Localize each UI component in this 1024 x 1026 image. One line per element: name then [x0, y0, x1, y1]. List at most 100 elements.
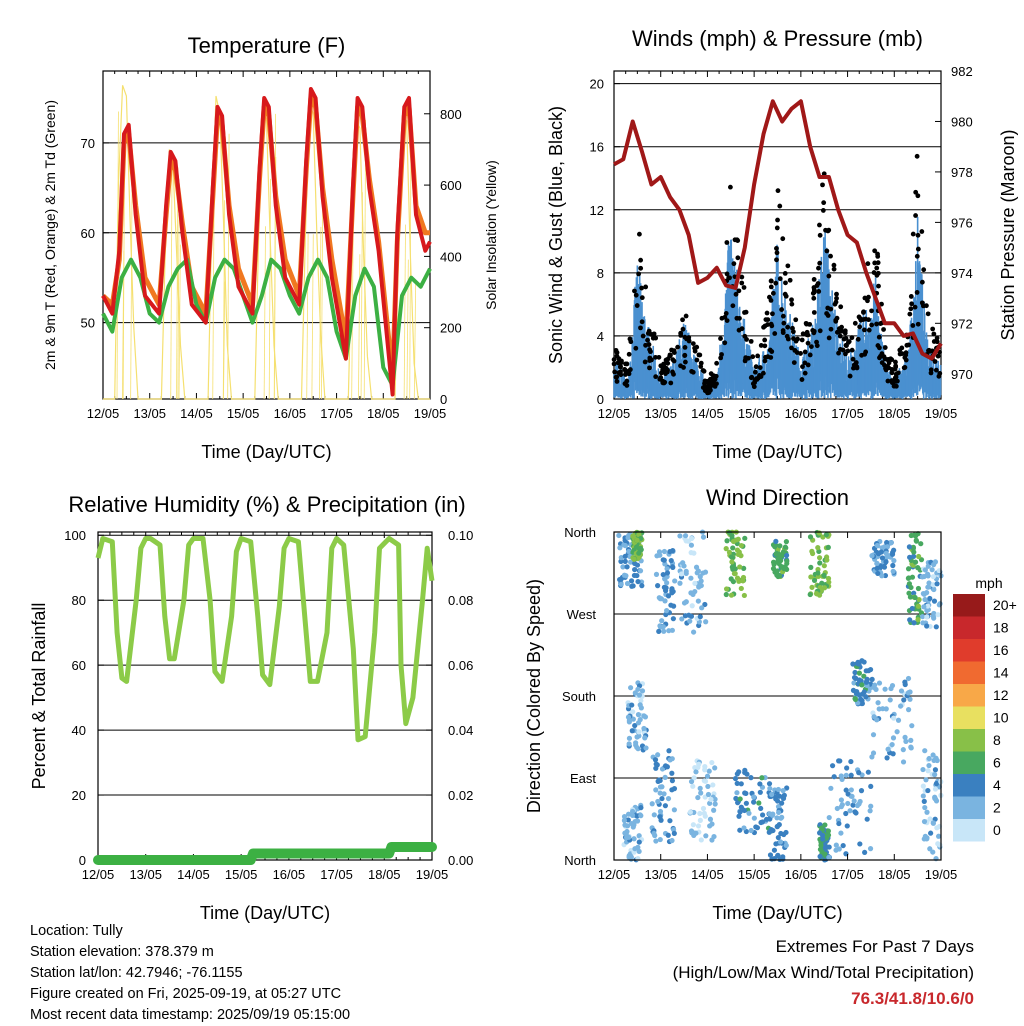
direction-point	[693, 564, 700, 570]
gust-point	[789, 297, 794, 303]
direction-point	[869, 553, 875, 559]
direction-ytick-label: West	[567, 607, 597, 622]
direction-point	[819, 826, 825, 832]
gust-point	[780, 236, 786, 242]
direction-point	[635, 844, 641, 850]
direction-point	[906, 581, 913, 587]
direction-point	[697, 574, 703, 580]
direction-point	[775, 834, 781, 841]
direction-point	[924, 835, 930, 841]
direction-point	[881, 564, 888, 570]
gust-point	[741, 285, 747, 290]
gust-point	[639, 285, 645, 291]
direction-point	[900, 747, 906, 753]
direction-point	[738, 553, 744, 559]
direction-point	[683, 538, 689, 544]
direction-point	[919, 574, 925, 580]
gust-point	[908, 294, 914, 299]
direction-point	[666, 748, 672, 754]
gust-point	[618, 360, 624, 365]
speed-legend-label: 14	[993, 665, 1009, 681]
direction-xtick-label: 14/05	[691, 867, 724, 882]
direction-point	[922, 596, 928, 603]
gust-point	[755, 353, 761, 359]
gust-point	[893, 374, 899, 380]
direction-point	[889, 741, 895, 748]
gust-point	[919, 229, 925, 234]
direction-point	[903, 738, 909, 745]
direction-point	[634, 734, 640, 740]
direction-point	[655, 752, 661, 758]
gust-point	[748, 338, 754, 344]
direction-point	[733, 537, 740, 543]
gust-point	[682, 344, 688, 350]
gust-point	[712, 383, 718, 389]
direction-point	[888, 685, 894, 692]
gust-point	[891, 383, 897, 389]
direction-point	[852, 669, 858, 676]
direction-point	[907, 594, 914, 600]
direction-point	[771, 561, 777, 567]
direction-point	[668, 557, 674, 564]
direction-point	[723, 586, 730, 592]
gust-point	[698, 364, 704, 369]
direction-point	[687, 809, 693, 815]
gust-point	[897, 347, 903, 353]
direction-point	[683, 599, 689, 605]
direction-point	[733, 795, 739, 802]
winds-ytick-label: 0	[597, 392, 604, 407]
temperature-y2tick-label: 600	[440, 178, 462, 193]
humidity-frame	[97, 531, 433, 861]
direction-point	[688, 550, 694, 556]
direction-point	[732, 570, 738, 577]
direction-point	[666, 628, 672, 634]
gust-point	[810, 327, 816, 333]
direction-point	[665, 832, 671, 838]
gust-point	[834, 291, 839, 297]
direction-point	[848, 758, 854, 765]
direction-point	[711, 807, 717, 813]
gust-point	[626, 371, 632, 377]
temperature-ytick-label: 70	[81, 136, 95, 151]
direction-point	[751, 799, 757, 805]
gust-point	[675, 344, 681, 350]
direction-point	[838, 830, 844, 836]
direction-point	[909, 723, 915, 729]
direction-point	[625, 817, 631, 823]
direction-xtick-label: 13/05	[644, 867, 677, 882]
direction-point	[708, 796, 714, 802]
direction-point	[635, 720, 642, 726]
gust-point	[643, 284, 649, 290]
direction-point	[689, 603, 695, 609]
direction-point	[821, 572, 827, 578]
direction-point	[759, 819, 766, 825]
direction-point	[825, 828, 831, 834]
direction-point	[916, 596, 922, 603]
winds-y2tick-label: 978	[951, 165, 973, 180]
gust-point	[724, 240, 730, 245]
direction-point	[698, 578, 704, 584]
gust-point	[770, 311, 775, 317]
direction-point	[660, 624, 666, 630]
direction-point	[655, 798, 661, 805]
gust-point	[707, 380, 713, 385]
direction-point	[662, 774, 668, 780]
solar-spike	[306, 233, 309, 400]
direction-point	[757, 789, 763, 795]
temperature-xtick-label: 16/05	[274, 406, 307, 421]
direction-point	[864, 816, 870, 822]
direction-point	[817, 853, 823, 860]
direction-frame	[613, 531, 942, 861]
direction-point	[629, 728, 635, 734]
gust-point	[915, 321, 921, 327]
humidity-xtick-label: 19/05	[416, 867, 449, 882]
direction-point	[634, 572, 640, 579]
gust-point	[826, 227, 832, 233]
gust-point	[906, 342, 912, 348]
direction-point	[639, 688, 646, 694]
temperature-y2tick-label: 800	[440, 107, 462, 122]
gust-point	[680, 317, 685, 323]
winds-y2tick-label: 982	[951, 64, 973, 79]
direction-point	[636, 729, 642, 735]
direction-point	[847, 808, 853, 814]
